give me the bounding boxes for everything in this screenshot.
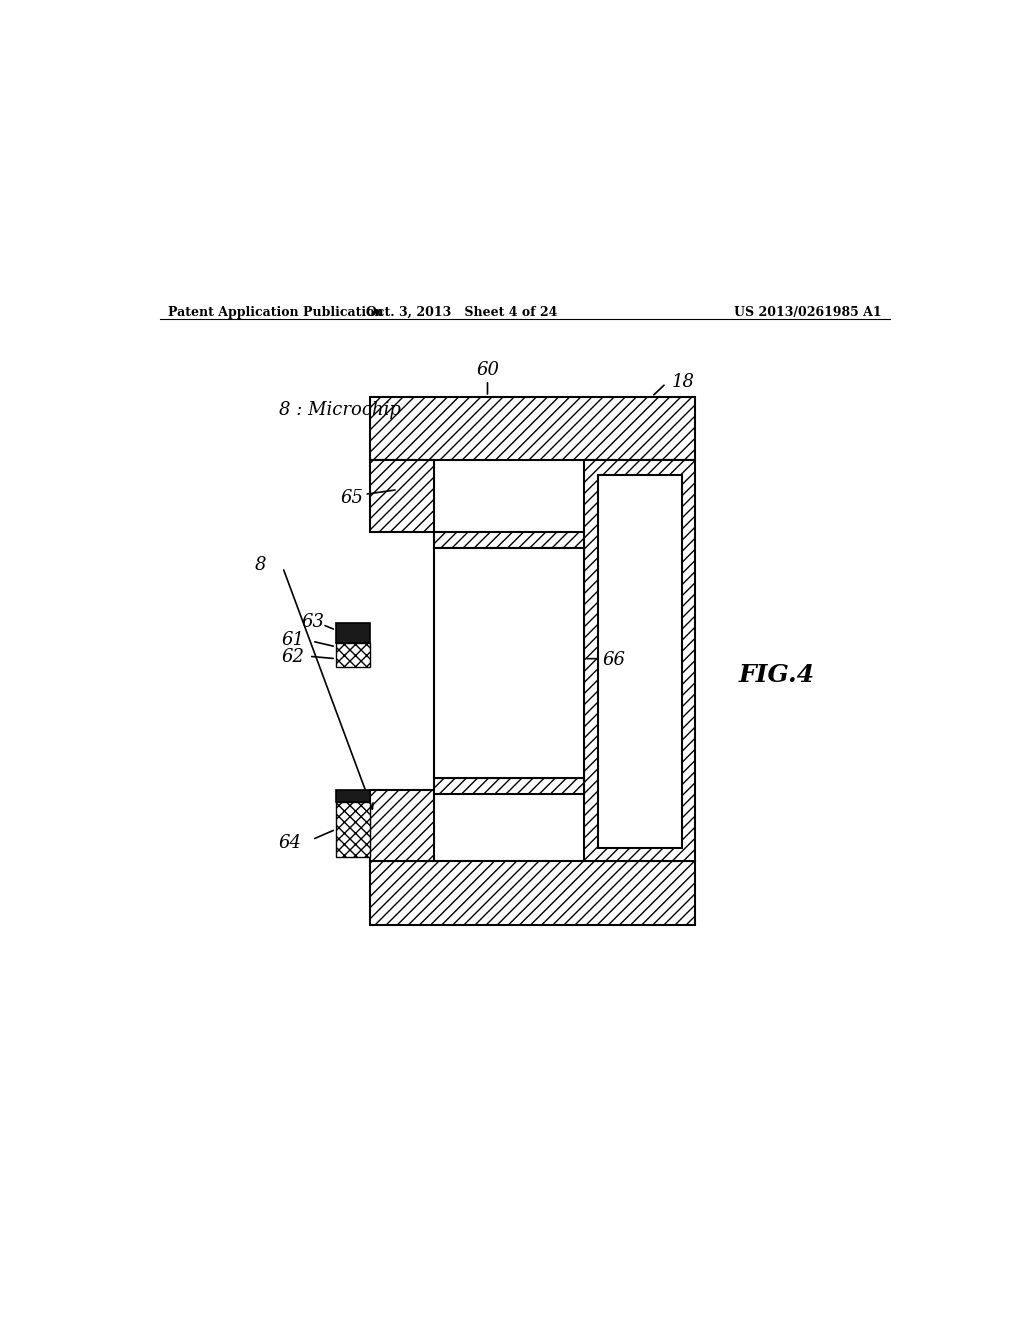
Polygon shape <box>433 532 585 548</box>
Polygon shape <box>585 461 695 861</box>
Polygon shape <box>370 861 695 924</box>
Polygon shape <box>370 461 433 532</box>
Text: 62: 62 <box>282 648 304 667</box>
Text: 66: 66 <box>602 651 626 669</box>
Text: Patent Application Publication: Patent Application Publication <box>168 305 383 318</box>
Polygon shape <box>336 789 370 801</box>
Text: Oct. 3, 2013   Sheet 4 of 24: Oct. 3, 2013 Sheet 4 of 24 <box>366 305 557 318</box>
Polygon shape <box>370 397 695 461</box>
Text: 65: 65 <box>341 490 364 507</box>
Polygon shape <box>336 623 370 643</box>
Polygon shape <box>336 643 370 667</box>
Polygon shape <box>598 475 682 847</box>
Text: US 2013/0261985 A1: US 2013/0261985 A1 <box>734 305 882 318</box>
Text: FIG.4: FIG.4 <box>739 663 815 686</box>
Text: 18: 18 <box>672 374 694 392</box>
Text: 60: 60 <box>476 362 499 379</box>
Text: 8 : Microchip: 8 : Microchip <box>279 401 400 420</box>
Text: 61: 61 <box>282 631 304 648</box>
Polygon shape <box>433 777 585 793</box>
Text: 8: 8 <box>255 556 266 574</box>
Text: 63: 63 <box>301 614 324 631</box>
Polygon shape <box>336 801 370 857</box>
Text: 64: 64 <box>279 834 302 851</box>
Polygon shape <box>433 548 585 777</box>
Polygon shape <box>370 789 433 861</box>
